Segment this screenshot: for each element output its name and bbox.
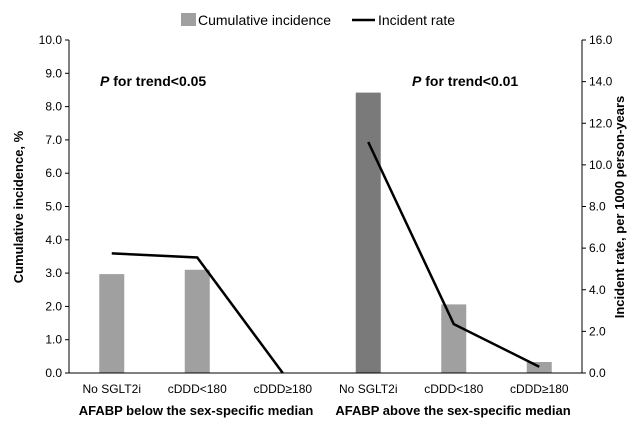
trend-annotation-above: P for trend<0.01 <box>412 73 518 89</box>
y2-tick-label: 4.0 <box>589 283 606 297</box>
y2-tick-label: 2.0 <box>589 324 606 338</box>
y2-tick-labels: 0.0 2.0 4.0 6.0 8.0 10.0 12.0 14.0 16.0 <box>589 33 613 380</box>
legend-swatch-cumulative-incidence <box>181 13 196 26</box>
y-tick-label: 2.0 <box>45 299 62 313</box>
y-tick-label: 3.0 <box>45 266 62 280</box>
y2-tick-label: 0.0 <box>589 366 606 380</box>
x-tick-label: No SGLT2i <box>83 382 141 396</box>
trend-annotation-above-p: P <box>412 73 422 89</box>
x-tick-label: cDDD<180 <box>168 382 227 396</box>
y-tick-label: 8.0 <box>45 100 62 114</box>
legend: Cumulative incidence Incident rate <box>181 12 455 28</box>
x-tick-label: cDDD≥180 <box>253 382 312 396</box>
y2-tick-label: 6.0 <box>589 241 606 255</box>
bar-4 <box>355 92 381 373</box>
y2-tick-label: 12.0 <box>589 116 613 130</box>
y-tick-label: 9.0 <box>45 66 62 80</box>
bar-6 <box>526 362 552 373</box>
trend-annotation-above-text: for trend<0.01 <box>421 73 518 89</box>
incident-rate-lines <box>111 141 540 374</box>
group-label-above: AFABP above the sex-specific median <box>335 403 570 418</box>
y-tick-label: 4.0 <box>45 233 62 247</box>
y-tick-label: 5.0 <box>45 200 62 214</box>
bar-5 <box>441 304 467 373</box>
axes <box>65 39 586 374</box>
x-tick-label: cDDD≥180 <box>510 382 569 396</box>
y-axis-title: Cumulative incidence, % <box>11 130 26 283</box>
group-label-below: AFABP below the sex-specific median <box>79 403 314 418</box>
y-tick-label: 0.0 <box>45 366 62 380</box>
bar-2 <box>184 269 210 373</box>
incident-rate-line-group-2 <box>367 141 540 368</box>
trend-annotation-below-p: P <box>100 73 110 89</box>
y2-tick-label: 16.0 <box>589 33 613 47</box>
y-tick-label: 1.0 <box>45 333 62 347</box>
trend-annotation-below: P for trend<0.05 <box>100 73 206 89</box>
y2-tick-label: 10.0 <box>589 158 613 172</box>
y-tick-label: 7.0 <box>45 133 62 147</box>
legend-label-incident-rate: Incident rate <box>378 12 455 28</box>
y-tick-label: 10.0 <box>39 33 63 47</box>
y-tick-label: 6.0 <box>45 166 62 180</box>
legend-label-cumulative-incidence: Cumulative incidence <box>198 12 331 28</box>
incident-rate-line-group-1 <box>111 252 284 374</box>
bars <box>99 92 552 373</box>
y2-tick-label: 8.0 <box>589 200 606 214</box>
x-tick-label: No SGLT2i <box>339 382 397 396</box>
y2-axis-title: Incident rate, per 1000 person-years <box>612 96 627 319</box>
bar-1 <box>99 274 125 373</box>
y-tick-labels: 0.0 1.0 2.0 3.0 4.0 5.0 6.0 7.0 8.0 9.0 10.0 <box>39 33 63 380</box>
y2-tick-label: 14.0 <box>589 75 613 89</box>
trend-annotation-below-text: for trend<0.05 <box>109 73 206 89</box>
x-tick-labels: No SGLT2i cDDD<180 cDDD≥180 No SGLT2i cDDD<1… <box>83 382 569 396</box>
x-tick-label: cDDD<180 <box>424 382 483 396</box>
